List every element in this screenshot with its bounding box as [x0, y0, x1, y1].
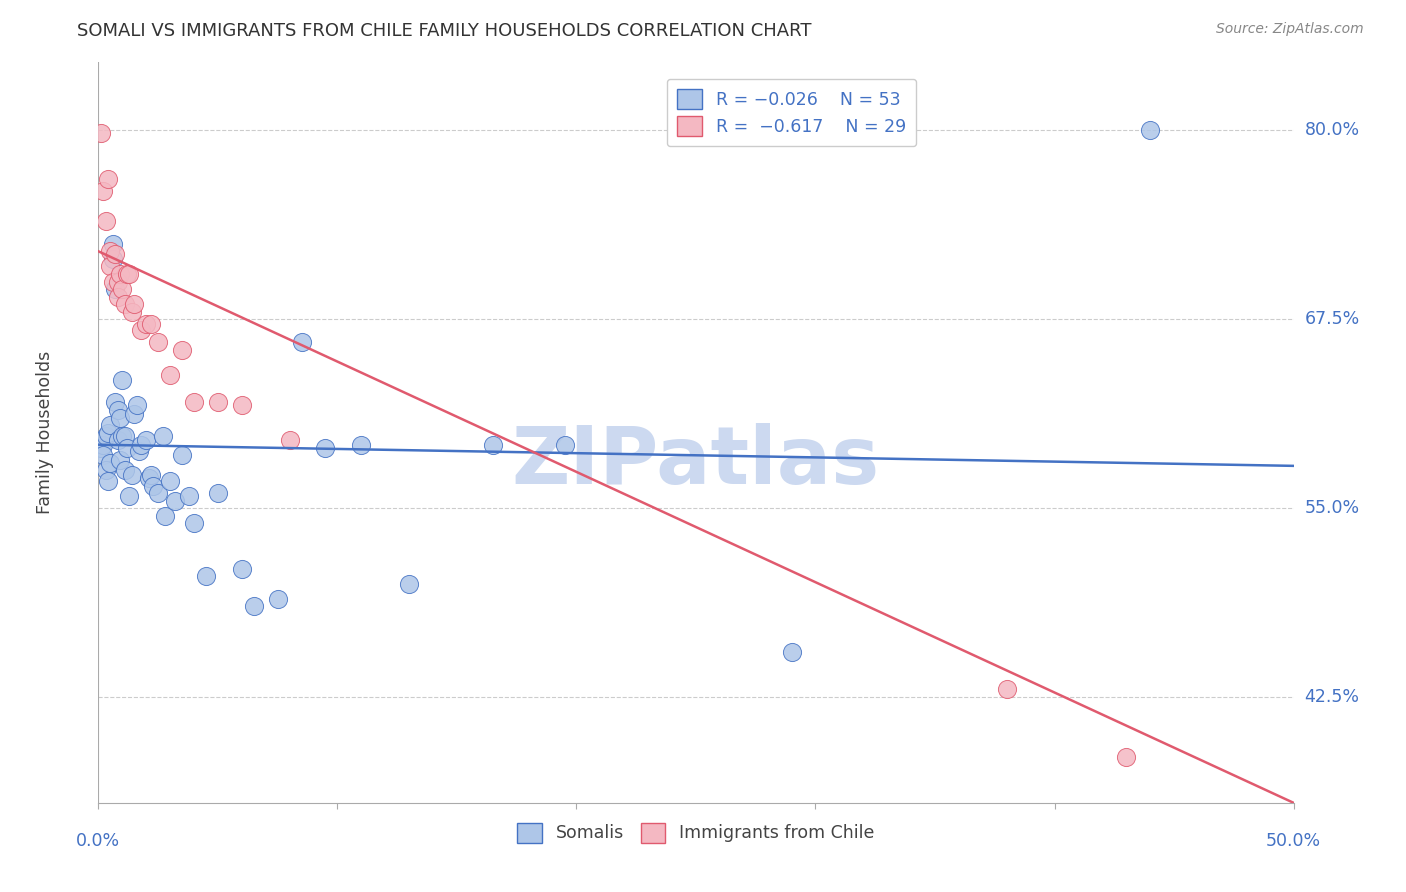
Legend: Somalis, Immigrants from Chile: Somalis, Immigrants from Chile — [510, 815, 882, 850]
Point — [155, 508, 177, 523]
Point — [98, 456, 122, 470]
Point — [94, 214, 117, 228]
Point — [108, 267, 131, 281]
Point — [114, 428, 136, 442]
Point — [104, 395, 127, 409]
Point — [90, 441, 112, 455]
Point — [97, 171, 120, 186]
Point — [195, 569, 218, 583]
Point — [107, 290, 129, 304]
Point — [97, 474, 120, 488]
Point — [107, 275, 129, 289]
Point — [231, 561, 253, 575]
Point — [131, 438, 153, 452]
Point — [114, 463, 136, 477]
Point — [101, 236, 124, 251]
Point — [98, 260, 122, 274]
Point — [159, 368, 181, 383]
Point — [108, 452, 131, 467]
Point — [97, 425, 120, 440]
Point — [1115, 750, 1137, 764]
Point — [98, 244, 122, 259]
Point — [121, 304, 143, 318]
Point — [91, 448, 114, 462]
Point — [128, 443, 150, 458]
Point — [138, 471, 160, 485]
Point — [125, 399, 148, 413]
Point — [131, 323, 153, 337]
Text: 42.5%: 42.5% — [1305, 688, 1360, 706]
Text: 80.0%: 80.0% — [1305, 121, 1360, 139]
Point — [183, 516, 205, 531]
Point — [243, 599, 266, 614]
Point — [94, 428, 117, 442]
Point — [148, 334, 170, 349]
Point — [115, 267, 138, 281]
Point — [104, 282, 127, 296]
Point — [111, 373, 134, 387]
Text: SOMALI VS IMMIGRANTS FROM CHILE FAMILY HOUSEHOLDS CORRELATION CHART: SOMALI VS IMMIGRANTS FROM CHILE FAMILY H… — [77, 22, 811, 40]
Point — [172, 343, 194, 357]
Point — [101, 252, 124, 266]
Point — [139, 467, 162, 482]
Text: 67.5%: 67.5% — [1305, 310, 1360, 328]
Point — [207, 486, 229, 500]
Point — [315, 441, 337, 455]
Point — [121, 467, 143, 482]
Point — [159, 474, 181, 488]
Point — [554, 438, 576, 452]
Text: 0.0%: 0.0% — [76, 832, 121, 850]
Point — [231, 399, 253, 413]
Point — [142, 478, 165, 492]
Point — [90, 127, 112, 141]
Point — [183, 395, 205, 409]
Point — [104, 247, 127, 261]
Point — [207, 395, 229, 409]
Point — [398, 576, 420, 591]
Point — [481, 438, 505, 452]
Point — [152, 428, 174, 442]
Point — [101, 275, 124, 289]
Point — [107, 433, 129, 447]
Point — [91, 438, 114, 452]
Text: ZIPatlas: ZIPatlas — [512, 423, 880, 501]
Point — [107, 403, 129, 417]
Point — [350, 438, 373, 452]
Point — [111, 428, 134, 442]
Point — [124, 408, 146, 422]
Point — [94, 463, 117, 477]
Point — [139, 317, 162, 331]
Point — [91, 184, 114, 198]
Point — [114, 297, 136, 311]
Point — [118, 267, 141, 281]
Point — [148, 486, 170, 500]
Point — [111, 282, 134, 296]
Point — [118, 489, 141, 503]
Point — [172, 448, 194, 462]
Point — [278, 433, 301, 447]
Point — [780, 645, 803, 659]
Point — [1139, 123, 1161, 137]
Point — [163, 493, 186, 508]
Point — [108, 410, 131, 425]
Point — [995, 682, 1018, 697]
Point — [115, 441, 138, 455]
Text: 55.0%: 55.0% — [1305, 500, 1360, 517]
Point — [124, 297, 146, 311]
Point — [98, 418, 122, 433]
Text: Source: ZipAtlas.com: Source: ZipAtlas.com — [1216, 22, 1364, 37]
Text: Family Households: Family Households — [35, 351, 53, 515]
Point — [291, 334, 314, 349]
Point — [267, 591, 290, 606]
Point — [179, 489, 201, 503]
Text: 50.0%: 50.0% — [1265, 832, 1322, 850]
Point — [135, 317, 157, 331]
Point — [135, 433, 157, 447]
